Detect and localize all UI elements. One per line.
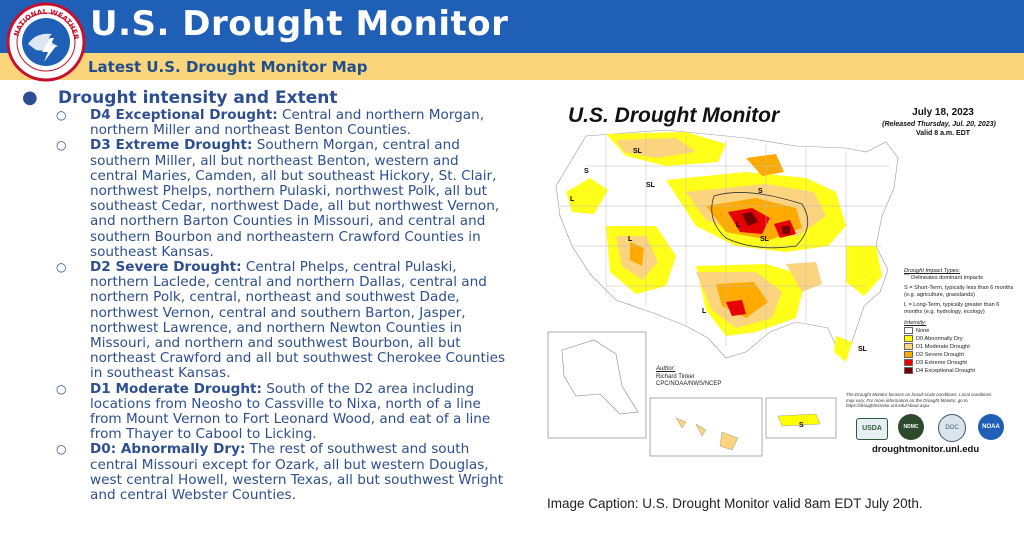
impact-line-icon: ⌒ — [904, 275, 912, 281]
list-item: ○ D4 Exceptional Drought: Central and nor… — [56, 107, 510, 139]
item-text: Central Phelps, central Pulaski, norther… — [90, 259, 506, 382]
region-label: L — [736, 222, 741, 229]
subtitle-bar: Latest U.S. Drought Monitor Map — [0, 53, 1024, 80]
map-title: U.S. Drought Monitor — [568, 104, 780, 127]
region-label: S — [799, 422, 804, 429]
item-label: D1 Moderate Drought: — [90, 380, 262, 397]
legend-swatch — [904, 334, 913, 342]
region-label: SL — [858, 346, 867, 353]
legend-item: D2 Severe Drought — [904, 350, 1014, 359]
doc-logo: DOC — [938, 414, 966, 442]
usda-logo: USDA — [856, 418, 888, 440]
header-bar: U.S. Drought Monitor — [0, 0, 1024, 53]
map-website: droughtmonitor.unl.edu — [872, 444, 980, 455]
impact-header: Drought Impact Types: — [904, 268, 961, 274]
intensity-list: ○ D4 Exceptional Drought: Central and nor… — [20, 107, 510, 504]
circle-bullet-icon: ○ — [56, 381, 67, 396]
image-caption: Image Caption: U.S. Drought Monitor vali… — [547, 496, 923, 511]
region-label: SL — [760, 236, 769, 243]
region-label: L — [702, 308, 707, 315]
region-label: SL — [633, 148, 642, 155]
map-date: July 18, 2023 — [912, 107, 974, 118]
impact-line-label: Delineates dominant impacts — [911, 275, 983, 281]
legend-swatch — [904, 358, 913, 366]
legend-label: None — [916, 327, 930, 334]
page-subtitle: Latest U.S. Drought Monitor Map — [88, 58, 368, 76]
legend-label: D4 Exceptional Drought — [916, 367, 976, 374]
bullet-icon: ● — [22, 87, 38, 108]
map-released: (Released Thursday, Jul. 20, 2023) — [882, 121, 996, 128]
map-graphic — [547, 129, 899, 457]
legend-swatch — [904, 327, 913, 334]
region-label: S — [584, 168, 589, 175]
legend-item: D3 Extreme Drought — [904, 358, 1014, 367]
nws-logo: NATIONAL WEATHER SERVICE — [6, 2, 86, 82]
item-label: D2 Severe Drought: — [90, 259, 242, 276]
list-item: ○ D2 Severe Drought: Central Phelps, cent… — [56, 259, 510, 382]
item-text: Central and northern Morgan, northern Mi… — [90, 107, 485, 139]
legend-item: D4 Exceptional Drought — [904, 366, 1014, 375]
intensity-header: Intensity: — [904, 320, 927, 326]
heading-text: Drought intensity and Extent — [58, 88, 338, 108]
circle-bullet-icon: ○ — [56, 260, 67, 275]
circle-bullet-icon: ○ — [56, 108, 67, 122]
legend-swatch — [904, 366, 913, 374]
legend-label: D3 Extreme Drought — [916, 359, 967, 366]
section-heading: ● Drought intensity and Extent — [20, 87, 510, 108]
legend-item: None — [904, 327, 1014, 335]
page-title: U.S. Drought Monitor — [90, 4, 509, 44]
list-item: ○ D0: Abnormally Dry: The rest of southwe… — [56, 441, 510, 504]
legend-item: D0 Abnormally Dry — [904, 334, 1014, 343]
map-author: Author: Richard Tinker CPC/NOAA/NWS/NCEP — [656, 366, 721, 389]
list-item: ○ D3 Extreme Drought: Southern Morgan, ce… — [56, 137, 510, 260]
drought-description: ● Drought intensity and Extent ○ D4 Excep… — [20, 87, 510, 504]
legend-swatch — [904, 350, 913, 358]
legend-label: D2 Severe Drought — [916, 351, 964, 358]
author-org: CPC/NOAA/NWS/NCEP — [656, 381, 722, 387]
impact-long-term: L = Long-Term, typically greater than 6 … — [904, 302, 1000, 315]
impact-short-term: S = Short-Term, typically less than 6 mo… — [904, 285, 1014, 298]
item-label: D3 Extreme Drought: — [90, 137, 253, 154]
ndmc-logo: NDMC — [898, 414, 924, 440]
legend-swatch — [904, 342, 913, 350]
author-label: Author: — [656, 366, 676, 372]
region-label: L — [628, 236, 633, 243]
region-label: S — [758, 188, 763, 195]
item-text: South of the D2 area including locations… — [90, 380, 491, 443]
legend-label: D1 Moderate Drought — [916, 343, 970, 350]
item-label: D4 Exceptional Drought: — [90, 107, 278, 123]
list-item: ○ D1 Moderate Drought: South of the D2 ar… — [56, 380, 510, 443]
item-text: Southern Morgan, central and southern Mi… — [90, 137, 500, 260]
map-legend: Drought Impact Types: ⌒ Delineates domin… — [904, 268, 1014, 375]
circle-bullet-icon: ○ — [56, 138, 67, 153]
author-name: Richard Tinker — [656, 373, 695, 380]
legend-label: D0 Abnormally Dry — [916, 335, 963, 342]
map-note: The Drought Monitor focuses on broad-sca… — [846, 392, 992, 408]
item-text: The rest of southwest and south central … — [90, 441, 504, 504]
item-label: D0: Abnormally Dry: — [90, 441, 246, 458]
circle-bullet-icon: ○ — [56, 442, 67, 457]
drought-map: U.S. Drought Monitor July 18, 2023 (Rele… — [546, 96, 1016, 462]
region-label: L — [570, 196, 575, 203]
legend-item: D1 Moderate Drought — [904, 342, 1014, 351]
impact-line-item: ⌒ Delineates dominant impacts — [904, 275, 1014, 282]
noaa-logo: NOAA — [978, 414, 1004, 440]
region-label: SL — [646, 182, 655, 189]
map-valid-time: Valid 8 a.m. EDT — [915, 130, 971, 137]
